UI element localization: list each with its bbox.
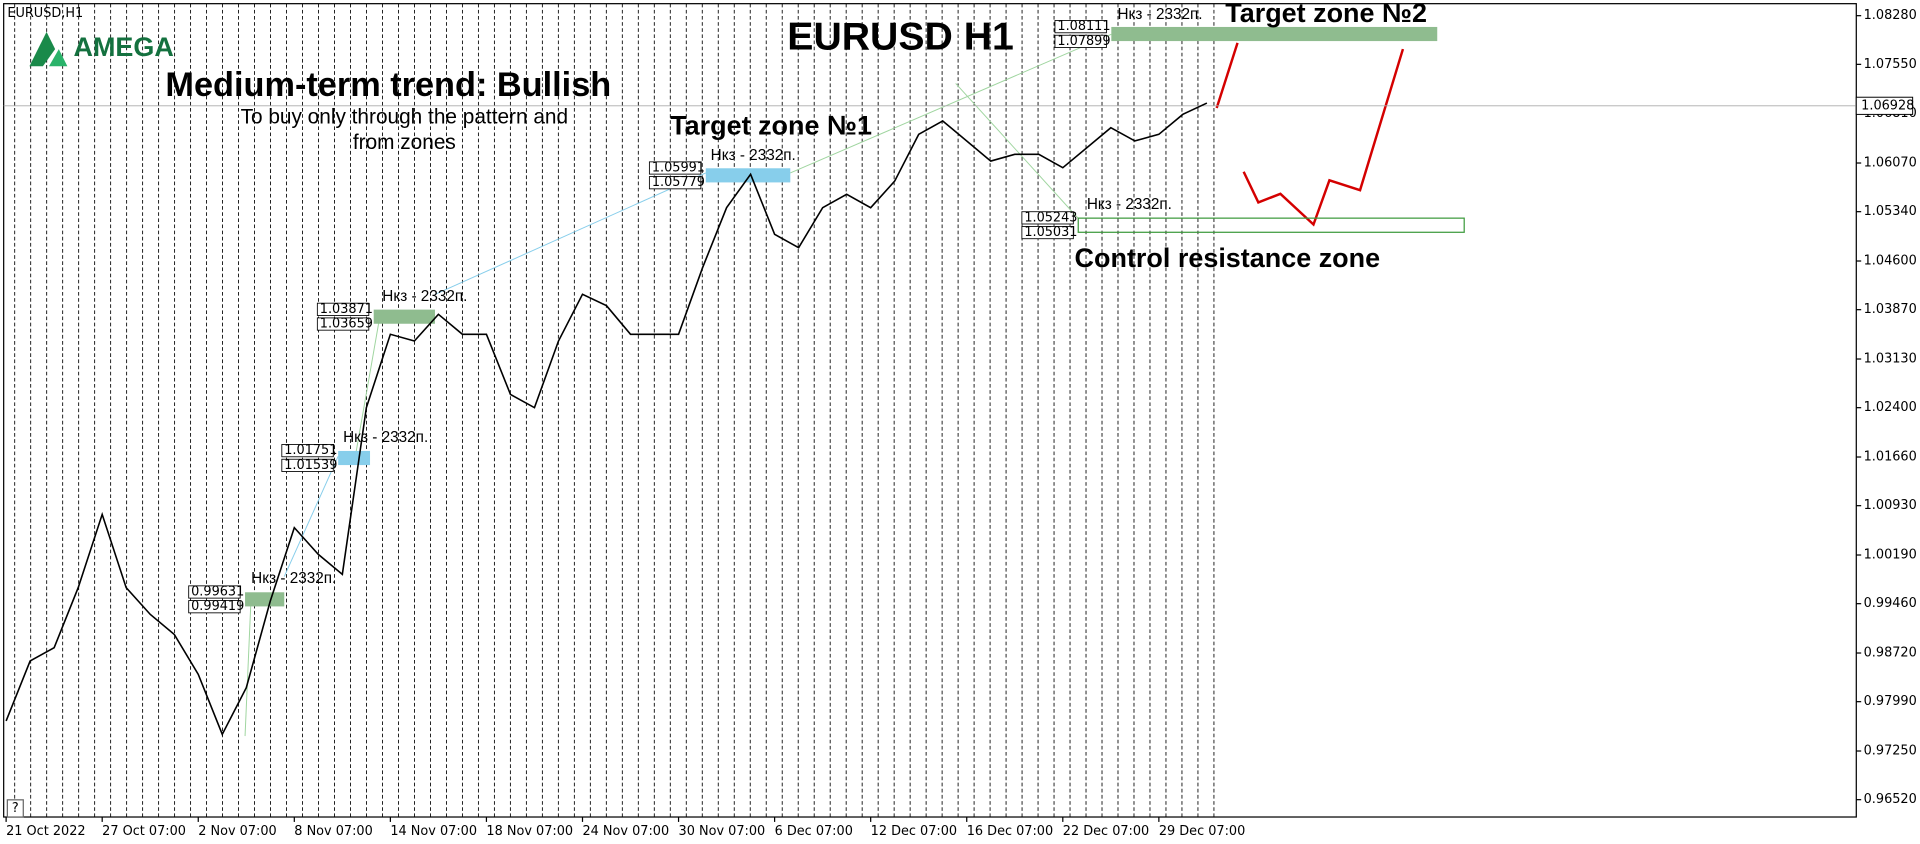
x-tick-label: 29 Dec 07:00 bbox=[1159, 824, 1245, 839]
zone-low-label: 1.05031 bbox=[1024, 225, 1077, 240]
zone bbox=[245, 592, 285, 607]
price-box bbox=[648, 161, 702, 175]
x-tick-label: 6 Dec 07:00 bbox=[775, 824, 853, 839]
x-tick-label: 27 Oct 07:00 bbox=[102, 824, 186, 839]
x-tick-label: 18 Nov 07:00 bbox=[486, 824, 573, 839]
zone-note: Нкз - 2332п. bbox=[1087, 196, 1172, 213]
x-tick-label: 12 Dec 07:00 bbox=[871, 824, 957, 839]
price-box bbox=[1021, 226, 1074, 240]
zone-note: Нкз - 2332п. bbox=[1117, 6, 1202, 23]
y-tick-label: 1.02400 bbox=[1864, 400, 1917, 415]
price-line bbox=[5, 102, 1208, 737]
y-tick-label: 1.06070 bbox=[1864, 156, 1917, 171]
zone-title: Control resistance zone bbox=[1075, 243, 1381, 273]
price-box bbox=[281, 458, 334, 472]
connector bbox=[434, 172, 706, 295]
zone-low-label: 1.07899 bbox=[1057, 34, 1110, 49]
price-box bbox=[188, 585, 241, 599]
y-tick-label: 0.97250 bbox=[1864, 744, 1917, 759]
connector bbox=[354, 316, 381, 457]
zone-low-label: 1.03659 bbox=[320, 317, 373, 332]
price-box bbox=[188, 600, 241, 614]
x-tick-label: 2 Nov 07:00 bbox=[198, 824, 276, 839]
x-tick-label: 16 Dec 07:00 bbox=[967, 824, 1053, 839]
zone-title: Target zone №2 bbox=[1225, 0, 1427, 28]
forecast-line bbox=[1215, 42, 1239, 109]
x-tick-label: 14 Nov 07:00 bbox=[390, 824, 477, 839]
zone-note: Нкз - 2332п. bbox=[343, 429, 428, 446]
x-tick-label: 21 Oct 2022 bbox=[6, 824, 85, 839]
annotation: To buy only through the pattern and bbox=[241, 105, 569, 128]
help-label[interactable]: ? bbox=[12, 801, 19, 816]
connector bbox=[244, 594, 252, 737]
y-tick-label: 1.03870 bbox=[1864, 302, 1917, 317]
y-tick-label: 0.97990 bbox=[1864, 694, 1917, 709]
plot-frame bbox=[3, 3, 1857, 818]
price-box bbox=[1021, 211, 1074, 225]
y-tick-label: 0.98720 bbox=[1864, 646, 1917, 661]
x-tick-label: 22 Dec 07:00 bbox=[1063, 824, 1149, 839]
y-tick-label: 1.05340 bbox=[1864, 204, 1917, 219]
zone-title: Target zone №1 bbox=[670, 111, 872, 141]
y-tick-label: 1.03130 bbox=[1864, 352, 1917, 367]
price-box bbox=[1054, 20, 1107, 34]
zone-low-label: 0.99419 bbox=[191, 599, 244, 614]
zone bbox=[338, 450, 371, 466]
symbol-label: EURUSD,H1 bbox=[7, 6, 83, 21]
logo-mark bbox=[49, 49, 68, 67]
logo: AMEGA bbox=[29, 31, 174, 67]
zone-high-label: 1.01751 bbox=[284, 443, 337, 458]
current-price-label: 1.06928 bbox=[1861, 98, 1914, 113]
logo-mark bbox=[29, 31, 56, 67]
price-box bbox=[281, 444, 334, 458]
connector bbox=[790, 33, 1112, 174]
zone bbox=[705, 168, 791, 183]
x-tick-label: 8 Nov 07:00 bbox=[294, 824, 372, 839]
annotation: from zones bbox=[353, 131, 456, 154]
y-tick-label: 1.08280 bbox=[1864, 8, 1917, 23]
zone-high-label: 1.05991 bbox=[652, 160, 705, 175]
price-box bbox=[648, 176, 702, 190]
zone-high-label: 1.05243 bbox=[1024, 210, 1077, 225]
zone-high-label: 1.08111 bbox=[1057, 19, 1110, 34]
y-tick-label: 1.00190 bbox=[1864, 548, 1917, 563]
zone-note: Нкз - 2332п. bbox=[711, 147, 796, 164]
zone-note: Нкз - 2332п. bbox=[382, 288, 467, 305]
current-price-box bbox=[1855, 96, 1914, 115]
zone-high-label: 0.99631 bbox=[191, 584, 244, 599]
zone-high-label: 1.03871 bbox=[320, 302, 373, 317]
x-tick-label: 30 Nov 07:00 bbox=[679, 824, 766, 839]
y-tick-label: 1.07550 bbox=[1864, 57, 1917, 72]
connector bbox=[283, 456, 339, 577]
subtitle: Medium-term trend: Bullish bbox=[165, 66, 611, 104]
x-tick-label: 24 Nov 07:00 bbox=[582, 824, 669, 839]
price-box bbox=[316, 317, 370, 331]
price-box bbox=[316, 302, 370, 316]
y-tick-label: 1.04600 bbox=[1864, 254, 1917, 269]
y-tick-label: 1.00930 bbox=[1864, 498, 1917, 513]
zone bbox=[1077, 217, 1465, 233]
y-tick-label: 0.96520 bbox=[1864, 792, 1917, 807]
connector-lines bbox=[244, 33, 1112, 737]
y-tick-label: 0.99460 bbox=[1864, 596, 1917, 611]
logo-text: AMEGA bbox=[74, 32, 174, 62]
zone-note: Нкз - 2332п. bbox=[251, 570, 336, 587]
chart-title: EURUSD H1 bbox=[787, 15, 1014, 59]
price-box bbox=[1054, 34, 1107, 48]
zone-low-label: 1.01539 bbox=[284, 458, 337, 473]
zone bbox=[373, 309, 435, 324]
forecast-line bbox=[1242, 48, 1405, 227]
zone bbox=[1111, 26, 1438, 42]
day-separators bbox=[14, 3, 1215, 818]
help-button[interactable] bbox=[6, 799, 24, 818]
zone-low-label: 1.05779 bbox=[652, 175, 705, 190]
y-tick-label: 1.01660 bbox=[1864, 450, 1917, 465]
